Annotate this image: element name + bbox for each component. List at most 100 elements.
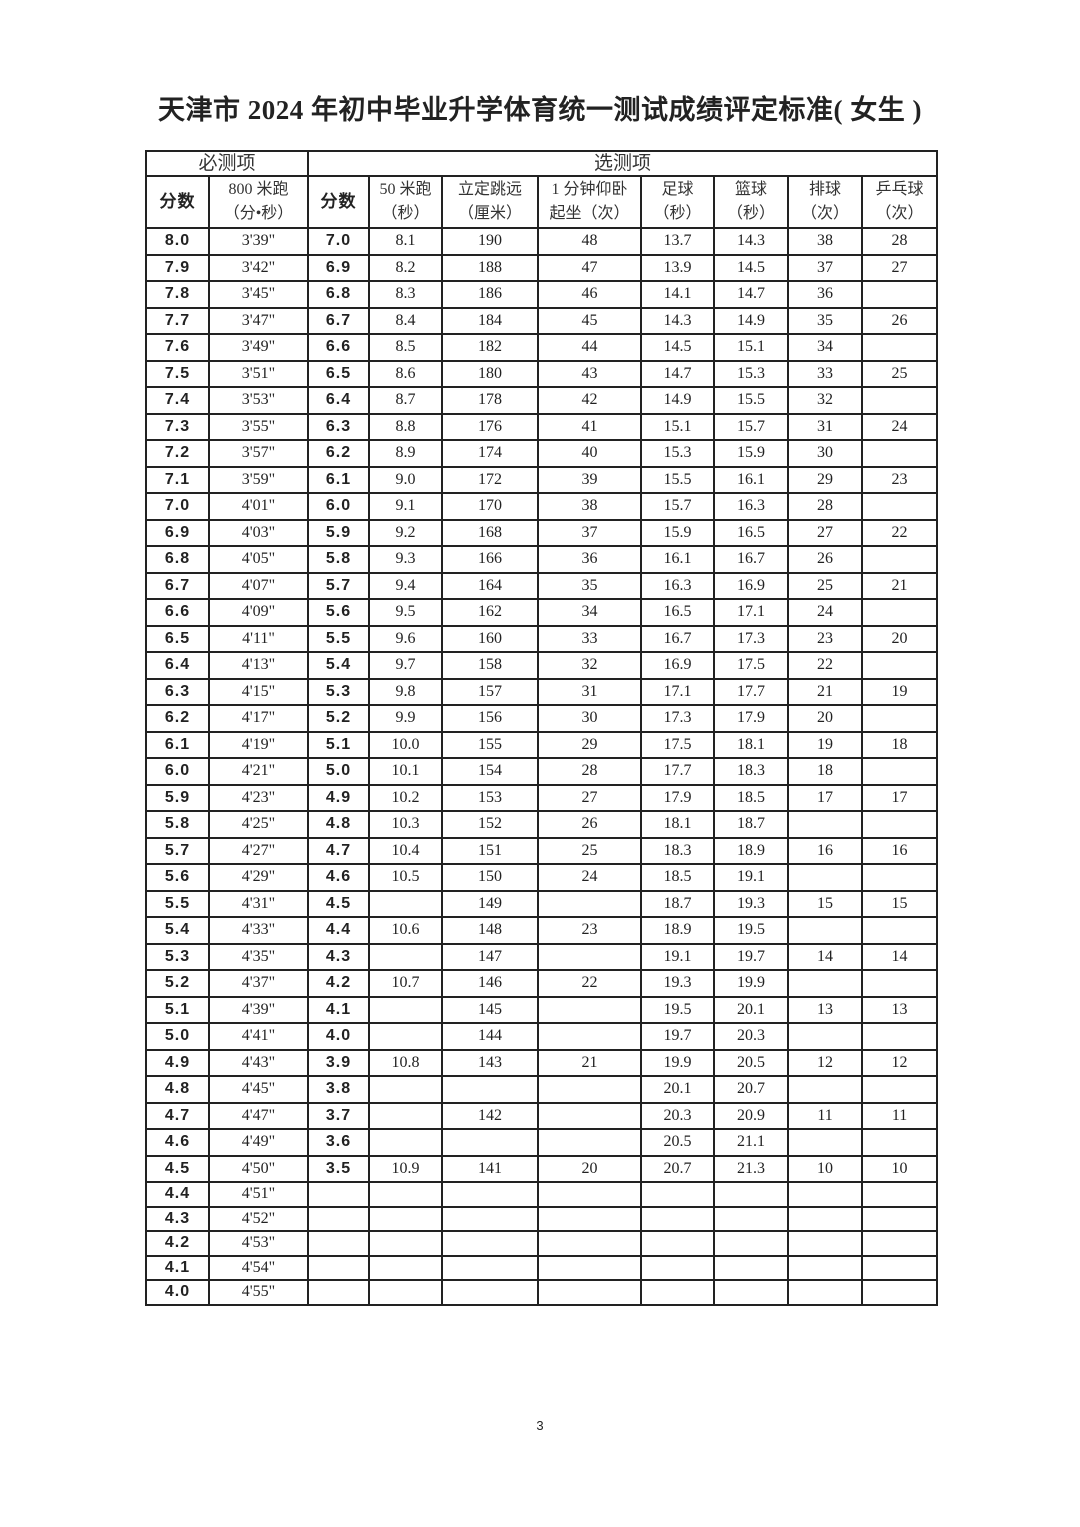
table-row: 7.5 3'51" 6.5 8.6 180 43 14.7 15.3 33 25: [145, 359, 939, 388]
column-header: 800 米跑 （分•秒）: [207, 175, 310, 229]
table-cell: 6.7: [145, 571, 210, 600]
table-cell: [787, 1254, 864, 1281]
table-cell: 17.5: [640, 730, 716, 759]
table-cell: 4.0: [145, 1279, 210, 1306]
table-cell: [537, 1128, 643, 1157]
column-header: 足球 （秒）: [640, 175, 716, 229]
table-cell: [368, 1022, 444, 1051]
table-cell: 15.3: [640, 439, 716, 468]
table-cell: 5.1: [145, 995, 210, 1024]
table-row: 4.7 4'47" 3.7 142 20.3 20.9 11 11: [145, 1101, 939, 1130]
table-cell: 25: [861, 359, 939, 388]
table-cell: [861, 1022, 939, 1051]
table-cell: 10: [787, 1154, 864, 1183]
table-cell: 4'01": [207, 492, 310, 521]
table-cell: 9.3: [368, 545, 444, 574]
table-cell: 10: [861, 1154, 939, 1183]
table-cell: 28: [861, 227, 939, 256]
table-cell: [307, 1279, 371, 1306]
table-cell: [307, 1254, 371, 1281]
table-cell: 34: [537, 598, 643, 627]
table-cell: [368, 1279, 444, 1306]
table-cell: 17: [787, 783, 864, 812]
table-cell: [861, 545, 939, 574]
table-cell: 5.0: [145, 1022, 210, 1051]
table-cell: 21: [787, 677, 864, 706]
table-cell: 6.0: [307, 492, 371, 521]
table-cell: 4.1: [307, 995, 371, 1024]
table-row: 4.6 4'49" 3.6 20.5 21.1: [145, 1128, 939, 1157]
table-cell: 5.4: [307, 651, 371, 680]
table-cell: 10.5: [368, 863, 444, 892]
column-header: 分数: [145, 175, 210, 229]
table-cell: 14.3: [713, 227, 790, 256]
table-cell: 4.0: [307, 1022, 371, 1051]
table-cell: [861, 492, 939, 521]
table-cell: 4'07": [207, 571, 310, 600]
table-cell: 16: [861, 836, 939, 865]
table-row: 7.1 3'59" 6.1 9.0 172 39 15.5 16.1 29 23: [145, 465, 939, 494]
table-cell: 28: [787, 492, 864, 521]
table-cell: 43: [537, 359, 643, 388]
table-cell: 5.0: [307, 757, 371, 786]
table-cell: [787, 1205, 864, 1232]
table-cell: 7.8: [145, 280, 210, 309]
table-cell: 5.2: [145, 969, 210, 998]
table-cell: 15: [861, 889, 939, 918]
table-cell: 19.5: [713, 916, 790, 945]
table-cell: 6.2: [307, 439, 371, 468]
table-cell: 7.5: [145, 359, 210, 388]
table-cell: [713, 1230, 790, 1257]
table-cell: 9.2: [368, 518, 444, 547]
table-cell: 162: [441, 598, 540, 627]
table-cell: 15.5: [713, 386, 790, 415]
table-cell: 15.9: [640, 518, 716, 547]
table-cell: 12: [787, 1048, 864, 1077]
table-cell: [307, 1205, 371, 1232]
table-cell: 3'49": [207, 333, 310, 362]
table-row: 5.0 4'41" 4.0 144 19.7 20.3: [145, 1022, 939, 1051]
table-cell: [861, 1279, 939, 1306]
table-cell: 10.0: [368, 730, 444, 759]
table-cell: 16.7: [640, 624, 716, 653]
table-cell: 147: [441, 942, 540, 971]
table-cell: 3.5: [307, 1154, 371, 1183]
column-header-line2: （次）: [875, 205, 924, 222]
table-cell: 14.7: [640, 359, 716, 388]
table-cell: 17: [861, 783, 939, 812]
table-cell: 142: [441, 1101, 540, 1130]
table-cell: 4'09": [207, 598, 310, 627]
table-cell: 27: [861, 253, 939, 282]
scoring-standard-table: 必测项 选测项 分数 800 米跑 （分•秒） 分数 50 米跑 （秒） 立定跳远 （厘米） 1…: [144, 150, 939, 1306]
table-cell: [787, 969, 864, 998]
table-cell: 18.3: [713, 757, 790, 786]
table-cell: 14.5: [640, 333, 716, 362]
table-cell: 3'47": [207, 306, 310, 335]
table-cell: 4'31": [207, 889, 310, 918]
table-cell: 15.3: [713, 359, 790, 388]
table-cell: 146: [441, 969, 540, 998]
table-cell: 48: [537, 227, 643, 256]
table-row: 4.8 4'45" 3.8 20.1 20.7: [145, 1075, 939, 1104]
table-cell: 190: [441, 227, 540, 256]
table-cell: 19: [787, 730, 864, 759]
table-cell: 4'05": [207, 545, 310, 574]
table-cell: 19.9: [713, 969, 790, 998]
table-cell: 17.1: [713, 598, 790, 627]
table-cell: 166: [441, 545, 540, 574]
table-cell: 33: [787, 359, 864, 388]
table-cell: 6.3: [145, 677, 210, 706]
table-row: 6.0 4'21" 5.0 10.1 154 28 17.7 18.3 18: [145, 757, 939, 786]
table-cell: 4.4: [145, 1181, 210, 1208]
table-cell: 5.4: [145, 916, 210, 945]
document-title: 天津市 2024 年初中毕业升学体育统一测试成绩评定标准( 女生 ): [158, 95, 922, 125]
table-cell: 5.8: [145, 810, 210, 839]
table-cell: 4.3: [307, 942, 371, 971]
table-cell: [787, 916, 864, 945]
table-cell: 21.1: [713, 1128, 790, 1157]
table-cell: [441, 1205, 540, 1232]
table-cell: 4.7: [145, 1101, 210, 1130]
table-cell: 4'37": [207, 969, 310, 998]
table-cell: 4'53": [207, 1230, 310, 1257]
table-cell: 20: [787, 704, 864, 733]
